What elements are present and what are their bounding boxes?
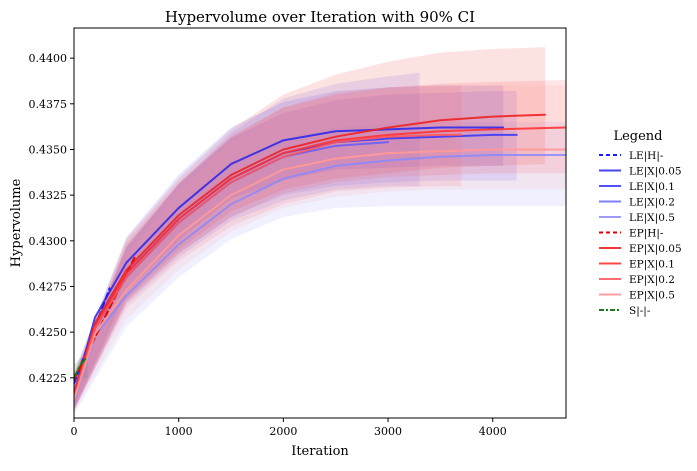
y-axis-ticks: 0.4225 0.4250 0.4275 0.4300 0.4325 0.4350 0.43…: [29, 52, 74, 385]
x-tick-label: 4000: [479, 425, 507, 438]
legend-label-le-x-0-5: LE|X|0.5: [629, 212, 675, 225]
legend-title: Legend: [613, 129, 662, 144]
ci-band-le-x-0-1: [74, 91, 517, 411]
legend-label-le-h: LE|H|-: [629, 150, 664, 163]
x-tick-label: 2000: [269, 425, 297, 438]
series-line-ep-x-0-5: [74, 148, 566, 401]
series-line-ep-x-0-05: [74, 113, 547, 396]
y-tick-label: 0.4300: [29, 235, 68, 248]
ci-band-le-x-0-2: [74, 72, 420, 411]
legend: Legend LE|H|- LE|X|0.05 LE|X|0.1 LE|X|0.2 LE…: [599, 129, 682, 318]
series-lines: [74, 113, 566, 403]
y-tick-label: 0.4400: [29, 52, 68, 65]
legend-label-le-x-0-2: LE|X|0.2: [629, 197, 675, 210]
legend-label-ep-x-0-05: EP|X|0.05: [629, 243, 682, 256]
legend-label-le-x-0-05: LE|X|0.05: [629, 166, 682, 179]
y-tick-label: 0.4375: [29, 98, 68, 111]
ci-bands: [74, 47, 566, 415]
legend-label-s: S|-|-: [629, 305, 651, 318]
y-tick-label: 0.4275: [29, 280, 68, 293]
legend-label-ep-x-0-5: EP|X|0.5: [629, 290, 675, 303]
series-line-ep-x-0-1: [74, 126, 566, 398]
ci-band-ep-x-0-5: [74, 85, 566, 413]
ci-band-ep-x-0-2: [74, 85, 462, 411]
y-tick-label: 0.4350: [29, 143, 68, 156]
series-line-s: [74, 356, 88, 379]
y-tick-label: 0.4225: [29, 372, 68, 385]
x-tick-label: 0: [71, 425, 78, 438]
chart-title: Hypervolume over Iteration with 90% CI: [165, 8, 475, 26]
legend-label-ep-h: EP|H|-: [629, 228, 664, 241]
y-tick-label: 0.4325: [29, 189, 68, 202]
x-tick-label: 3000: [374, 425, 402, 438]
x-axis-label: Iteration: [291, 444, 349, 459]
ci-band-le-x-0-05: [74, 85, 504, 409]
y-axis-label: Hypervolume: [9, 178, 24, 267]
series-line-le-x-0-5: [74, 153, 566, 403]
ci-band-le-x-0-5: [74, 122, 566, 415]
ci-band-ep-x-0-1: [74, 80, 566, 409]
x-axis-ticks: 0 1000 2000 3000 4000: [71, 418, 507, 438]
y-tick-label: 0.4250: [29, 326, 68, 339]
legend-label-ep-x-0-2: EP|X|0.2: [629, 274, 675, 287]
legend-label-le-x-0-1: LE|X|0.1: [629, 181, 675, 194]
legend-label-ep-x-0-1: EP|X|0.1: [629, 259, 675, 272]
series-line-ep-x-0-2: [74, 133, 463, 399]
x-tick-label: 1000: [165, 425, 193, 438]
plot-frame: [73, 27, 567, 419]
series-line-le-x-0-05: [74, 126, 505, 396]
